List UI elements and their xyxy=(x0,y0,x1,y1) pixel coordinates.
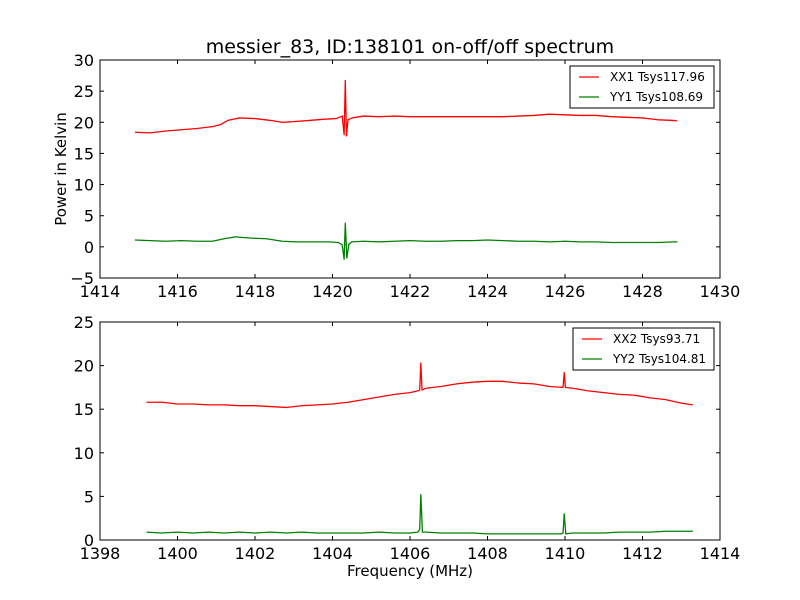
y-tick-label: 0 xyxy=(84,531,94,550)
x-tick-label: 1426 xyxy=(545,282,586,301)
x-tick-label: 1430 xyxy=(700,282,741,301)
legend-entry: YY1 Tsys108.69 xyxy=(609,90,703,104)
legend-box xyxy=(572,327,715,371)
y-tick-label: 0 xyxy=(84,238,94,257)
y-tick-label: 15 xyxy=(74,400,94,419)
series-group xyxy=(146,362,693,535)
series-line-xx-2 xyxy=(146,362,693,409)
x-tick-label: 1400 xyxy=(157,544,198,563)
x-tick-label: 1424 xyxy=(467,282,508,301)
x-tick-label: 1422 xyxy=(390,282,431,301)
x-tick-label: 1414 xyxy=(700,544,741,563)
legend-entry: XX2 Tsys93.71 xyxy=(613,332,700,346)
y-tick-label: 20 xyxy=(74,113,94,132)
y-axis-label: Power in Kelvin xyxy=(52,112,70,226)
x-tick-label: 1418 xyxy=(235,282,276,301)
legend-entry: XX1 Tsys117.96 xyxy=(610,70,705,84)
series-group xyxy=(134,79,678,260)
legend-entry: YY2 Tsys104.81 xyxy=(612,352,706,366)
x-tick-label: 1420 xyxy=(312,282,353,301)
series-line-yy-1 xyxy=(134,222,678,260)
y-tick-label: 25 xyxy=(74,82,94,101)
top-spectrum-panel: messier_83, ID:138101 on-off/off spectru… xyxy=(52,36,740,301)
x-tick-label: 1402 xyxy=(235,544,276,563)
legend: XX2 Tsys93.71 YY2 Tsys104.81 xyxy=(572,327,715,371)
x-tick-label: 1416 xyxy=(157,282,198,301)
x-tick-label: 1410 xyxy=(545,544,586,563)
y-tick-label: 30 xyxy=(74,51,94,70)
series-line-yy-2 xyxy=(146,494,693,535)
x-tick-label: 1414 xyxy=(80,282,121,301)
bottom-spectrum-panel: Frequency (MHz) 1398 1400 1402 1404 1406 1408… xyxy=(74,313,741,580)
bottom-plot-area: 1398 1400 1402 1404 1406 1408 1410 1412 1414 0 5 10… xyxy=(74,313,741,563)
y-tick-label: 20 xyxy=(74,357,94,376)
y-tick-label: 25 xyxy=(74,313,94,332)
top-plot-area: 1414 1416 1418 1420 1422 1424 1426 1428 1430 −5 0 5… xyxy=(70,51,740,301)
y-tick-label: 5 xyxy=(84,487,94,506)
x-tick-label: 1412 xyxy=(622,544,663,563)
legend-box xyxy=(569,65,715,109)
x-tick-label: 1408 xyxy=(467,544,508,563)
x-tick-label: 1406 xyxy=(390,544,431,563)
y-tick-label: 10 xyxy=(74,444,94,463)
x-axis-label: Frequency (MHz) xyxy=(347,562,473,580)
chart-title: messier_83, ID:138101 on-off/off spectru… xyxy=(206,36,614,58)
y-tick-label: 10 xyxy=(74,176,94,195)
y-tick-label: −5 xyxy=(70,269,94,288)
y-tick-label: 15 xyxy=(74,144,94,163)
series-line-xx-1 xyxy=(134,79,678,137)
legend: XX1 Tsys117.96 YY1 Tsys108.69 xyxy=(569,65,715,109)
y-tick-label: 5 xyxy=(84,207,94,226)
x-tick-label: 1404 xyxy=(312,544,353,563)
x-tick-label: 1398 xyxy=(80,544,121,563)
x-tick-label: 1428 xyxy=(622,282,663,301)
